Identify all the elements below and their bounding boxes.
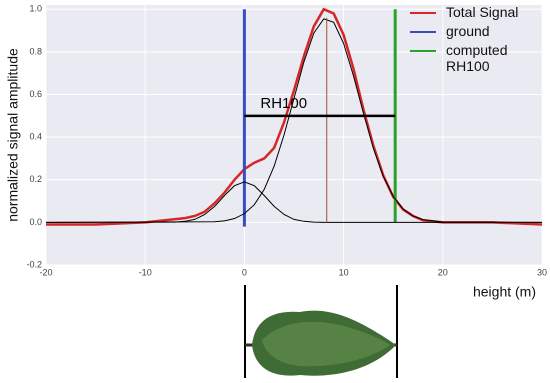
legend-label: ground [446, 23, 490, 39]
series-line [45, 18, 543, 223]
y-axis-label: normalized signal amplitude [5, 48, 21, 222]
x-tick-label: -20 [39, 267, 52, 277]
x-tick-label: 0 [242, 267, 247, 277]
legend: Total Signal ground computed RH100 [410, 4, 542, 77]
legend-entry: computed RH100 [410, 42, 542, 74]
y-tick-label: 0.8 [29, 46, 42, 56]
x-tick-label: -10 [139, 267, 152, 277]
y-tick-label: 0.6 [29, 89, 42, 99]
y-tick-label: 1.0 [29, 4, 42, 14]
x-tick-label: 10 [339, 267, 349, 277]
y-tick-label: -0.2 [26, 259, 42, 269]
y-tick-label: 0.2 [29, 174, 42, 184]
y-tick-label: 0.4 [29, 132, 42, 142]
legend-label: computed RH100 [446, 42, 508, 74]
tree-illustration [244, 285, 398, 378]
series-line [45, 181, 542, 223]
legend-entry: ground [410, 23, 542, 39]
y-tick-label: 0.0 [29, 217, 42, 227]
legend-swatch [410, 12, 436, 14]
legend-label: Total Signal [446, 4, 519, 20]
x-tick-label: 30 [537, 267, 547, 277]
annotation-label: RH100 [260, 95, 307, 112]
legend-swatch [410, 31, 436, 33]
x-axis-label: height (m) [473, 284, 536, 300]
legend-swatch [410, 50, 436, 52]
x-tick-label: 20 [438, 267, 448, 277]
legend-entry: Total Signal [410, 4, 542, 20]
